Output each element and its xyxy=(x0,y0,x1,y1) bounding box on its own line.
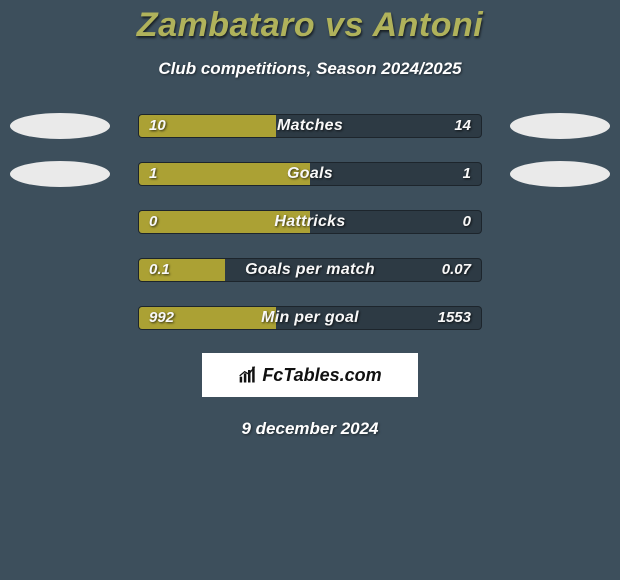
stats-bars: 1014Matches 11Goals 00Hattricks 0.10.07Goal… xyxy=(0,113,620,331)
stat-bar: 1014Matches xyxy=(138,114,482,138)
avatar-placeholder xyxy=(510,209,610,235)
chart-icon xyxy=(238,365,258,385)
stat-row: 00Hattricks xyxy=(0,209,620,235)
stat-bar: 9921553Min per goal xyxy=(138,306,482,330)
avatar-placeholder xyxy=(510,305,610,331)
stat-label: Goals xyxy=(139,163,481,185)
avatar-placeholder xyxy=(10,305,110,331)
page-subtitle: Club competitions, Season 2024/2025 xyxy=(0,59,620,79)
brand-badge[interactable]: FcTables.com xyxy=(202,353,418,397)
stat-label: Min per goal xyxy=(139,307,481,329)
stat-row: 9921553Min per goal xyxy=(0,305,620,331)
stat-row: 11Goals xyxy=(0,161,620,187)
player-avatar-right xyxy=(510,113,610,139)
player-avatar-left xyxy=(10,113,110,139)
avatar-placeholder xyxy=(10,209,110,235)
comparison-widget: Zambataro vs Antoni Club competitions, S… xyxy=(0,0,620,439)
stat-bar: 11Goals xyxy=(138,162,482,186)
stat-row: 0.10.07Goals per match xyxy=(0,257,620,283)
snapshot-date: 9 december 2024 xyxy=(0,419,620,439)
brand-text: FcTables.com xyxy=(262,365,381,386)
stat-label: Goals per match xyxy=(139,259,481,281)
avatar-placeholder xyxy=(10,257,110,283)
player-avatar-right xyxy=(510,161,610,187)
stat-bar: 00Hattricks xyxy=(138,210,482,234)
stat-bar: 0.10.07Goals per match xyxy=(138,258,482,282)
stat-label: Hattricks xyxy=(139,211,481,233)
stat-row: 1014Matches xyxy=(0,113,620,139)
avatar-placeholder xyxy=(510,257,610,283)
stat-label: Matches xyxy=(139,115,481,137)
player-avatar-left xyxy=(10,161,110,187)
page-title: Zambataro vs Antoni xyxy=(0,6,620,45)
